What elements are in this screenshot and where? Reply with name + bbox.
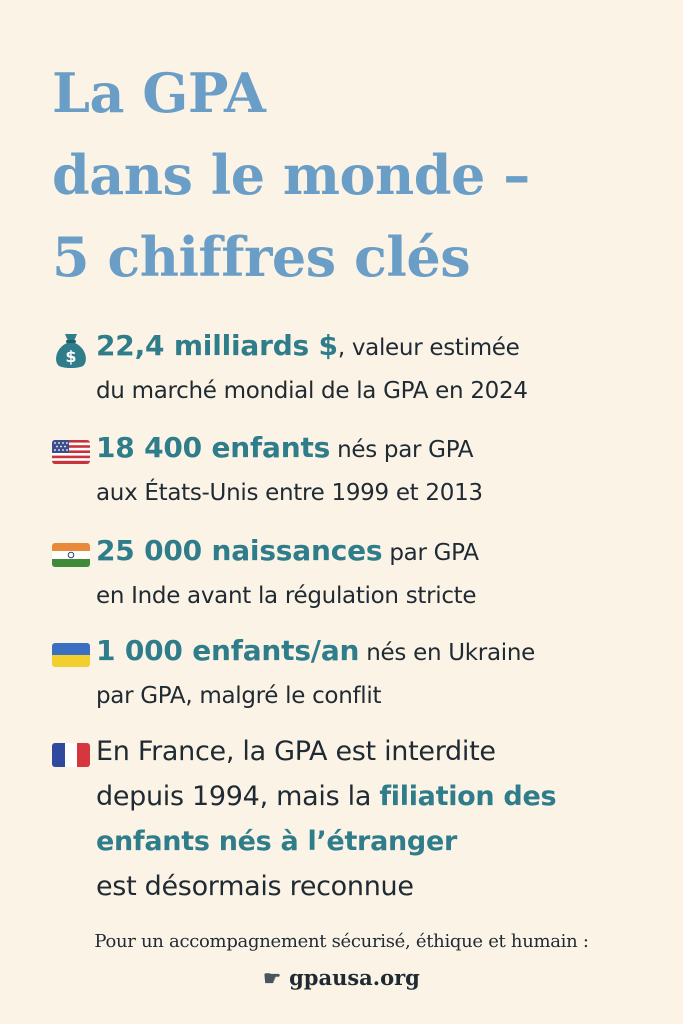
- stat-text: nés par GPA: [330, 437, 474, 463]
- stat-text: par GPA: [382, 540, 479, 566]
- stat-item-india: 25 000 naissances par GPA en Inde avant …: [52, 529, 652, 618]
- stat-highlight: enfants nés à l’étranger: [96, 826, 457, 857]
- stat-highlight: 1 000 enfants/an: [96, 634, 360, 667]
- stat-item-ukraine: 1 000 enfants/an nés en Ukraine par GPA,…: [52, 629, 652, 718]
- stat-highlight: 22,4 milliards $: [96, 329, 338, 362]
- stat-text: , valeur estimée: [337, 335, 520, 361]
- title-line-3: 5 chiffres clés: [52, 225, 471, 289]
- footer: Pour un accompagnement sécurisé, éthique…: [0, 925, 683, 997]
- ukraine-flag-icon: [52, 635, 96, 675]
- stat-item-france: En France, la GPA est interdite depuis 1…: [52, 729, 652, 909]
- stat-highlight: 18 400 enfants: [96, 431, 331, 464]
- stat-highlight: filiation des: [379, 781, 557, 812]
- footer-cta: Pour un accompagnement sécurisé, éthique…: [94, 931, 589, 952]
- stat-text: En France, la GPA est interdite: [96, 736, 496, 767]
- stat-text: nés en Ukraine: [359, 640, 535, 666]
- stat-highlight: 25 000 naissances: [96, 534, 383, 567]
- stat-item-usa: 18 400 enfants nés par GPA aux États-Uni…: [52, 426, 652, 515]
- india-flag-icon: [52, 535, 96, 575]
- stat-text: depuis 1994, mais la: [96, 781, 380, 812]
- pointing-hand-icon: ☛: [263, 966, 282, 990]
- title-line-2: dans le monde –: [52, 143, 530, 207]
- stat-text: par GPA, malgré le conflit: [96, 683, 382, 709]
- svg-text:$: $: [65, 347, 76, 366]
- money-bag-icon: $: [52, 330, 96, 370]
- us-flag-icon: [52, 432, 96, 472]
- stat-text: aux États-Unis entre 1999 et 2013: [96, 480, 483, 506]
- stat-item-market-value: $ 22,4 milliards $, valeur estimée du ma…: [52, 324, 652, 413]
- page-title: La GPA dans le monde – 5 chiffres clés: [52, 52, 530, 298]
- title-line-1: La GPA: [52, 61, 266, 125]
- stat-text: en Inde avant la régulation stricte: [96, 583, 477, 609]
- france-flag-icon: [52, 735, 96, 775]
- stat-text: est désormais reconnue: [96, 871, 414, 902]
- stat-text: du marché mondial de la GPA en 2024: [96, 378, 528, 404]
- website-link[interactable]: gpausa.org: [289, 965, 420, 990]
